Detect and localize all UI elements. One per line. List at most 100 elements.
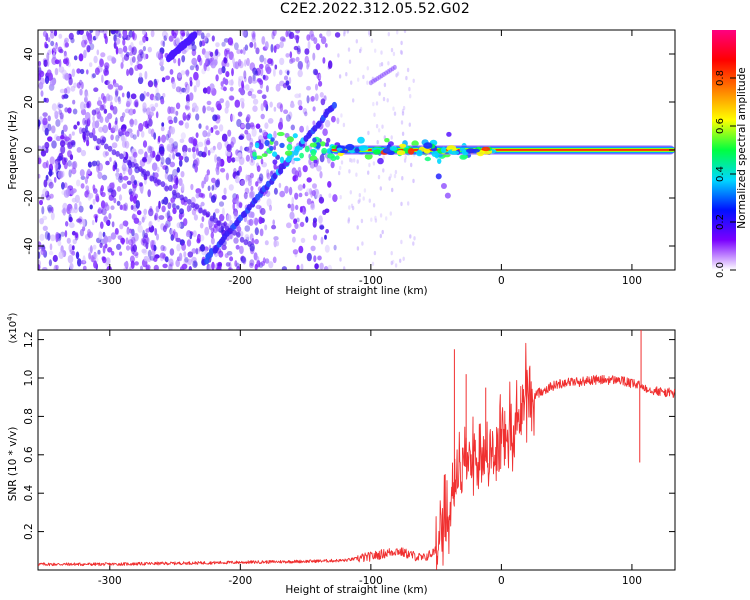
noise-cell: [191, 44, 197, 52]
noise-cell: [237, 152, 242, 158]
noise-cell: [395, 73, 398, 78]
noise-cell: [100, 200, 106, 209]
noise-cell: [165, 75, 171, 81]
noise-cell: [51, 125, 56, 134]
noise-cell: [169, 69, 174, 75]
noise-cell: [47, 136, 52, 142]
noise-cell: [117, 85, 123, 91]
noise-cell: [324, 234, 327, 240]
noise-cell: [105, 160, 110, 166]
noise-cell: [78, 30, 84, 35]
noise-cell: [147, 189, 151, 198]
feature-blob: [292, 133, 298, 139]
noise-cell: [76, 82, 81, 89]
noise-cell: [71, 167, 77, 175]
noise-cell: [175, 259, 180, 268]
noise-cell: [353, 158, 356, 163]
noise-cell: [131, 236, 136, 245]
noise-cell: [47, 123, 52, 132]
noise-cell: [375, 124, 379, 129]
noise-cell: [293, 218, 298, 225]
y-tick-label: 0.2: [23, 523, 35, 540]
noise-cell: [96, 164, 100, 173]
noise-cell: [205, 139, 211, 146]
noise-cell: [162, 225, 167, 233]
noise-cell: [324, 119, 331, 128]
noise-cell: [255, 255, 260, 262]
noise-cell: [200, 201, 205, 207]
noise-cell: [60, 145, 66, 154]
noise-cell: [123, 261, 128, 267]
noise-cell: [150, 30, 155, 38]
noise-cell: [54, 162, 59, 171]
noise-cell: [402, 256, 405, 261]
noise-cell: [133, 179, 137, 185]
noise-cell: [286, 70, 290, 76]
noise-cell: [43, 179, 48, 188]
noise-cell: [105, 93, 111, 102]
noise-cell: [319, 171, 323, 179]
noise-cell: [81, 39, 87, 48]
noise-cell: [319, 154, 325, 163]
noise-cell: [392, 106, 395, 111]
noise-cell: [231, 114, 235, 122]
noise-cell: [131, 56, 136, 63]
noise-cell: [132, 195, 137, 204]
noise-cell: [259, 63, 264, 70]
noise-cell: [131, 46, 137, 56]
feature-blob: [299, 152, 304, 159]
noise-cell: [81, 81, 84, 90]
noise-cell: [201, 216, 205, 223]
carrier-blob: [396, 150, 406, 156]
noise-cell: [57, 102, 61, 111]
noise-cell: [161, 134, 166, 143]
noise-cell: [113, 83, 119, 88]
noise-cell: [400, 239, 403, 245]
noise-cell: [379, 213, 383, 218]
noise-cell: [48, 168, 53, 177]
noise-cell: [252, 105, 258, 112]
noise-cell: [199, 57, 203, 66]
diagonal-cell: [243, 239, 249, 246]
noise-cell: [40, 90, 44, 97]
noise-cell: [246, 114, 251, 121]
noise-cell: [356, 159, 359, 164]
noise-cell: [103, 235, 107, 245]
diagonal-cell: [187, 198, 192, 205]
noise-cell: [172, 230, 175, 239]
noise-cell: [299, 206, 303, 213]
noise-cell: [160, 161, 163, 168]
noise-cell: [271, 224, 277, 230]
noise-cell: [152, 150, 156, 158]
noise-cell: [234, 175, 240, 184]
noise-cell: [222, 77, 226, 85]
noise-cell: [310, 95, 315, 102]
noise-cell: [175, 237, 181, 243]
carrier-blob: [441, 146, 447, 154]
noise-cell: [153, 132, 157, 140]
noise-cell: [250, 185, 254, 192]
noise-cell: [221, 243, 226, 250]
noise-cell: [84, 89, 88, 97]
noise-cell: [227, 37, 234, 46]
noise-cell: [298, 245, 304, 254]
carrier-blob: [358, 145, 369, 152]
feature-blob: [319, 141, 326, 147]
noise-cell: [306, 85, 311, 91]
noise-cell: [97, 171, 103, 180]
noise-cell: [76, 218, 82, 223]
noise-cell: [255, 204, 262, 210]
noise-cell: [126, 180, 132, 185]
noise-cell: [46, 59, 50, 67]
noise-cell: [181, 243, 187, 251]
noise-cell: [87, 168, 91, 175]
carrier-band-layer: [331, 149, 675, 151]
noise-cell: [322, 57, 326, 64]
noise-cell: [225, 262, 231, 267]
noise-cell: [315, 83, 318, 91]
noise-cell: [178, 178, 183, 186]
noise-cell: [115, 30, 121, 38]
noise-cell: [178, 159, 183, 167]
noise-cell: [373, 250, 377, 256]
